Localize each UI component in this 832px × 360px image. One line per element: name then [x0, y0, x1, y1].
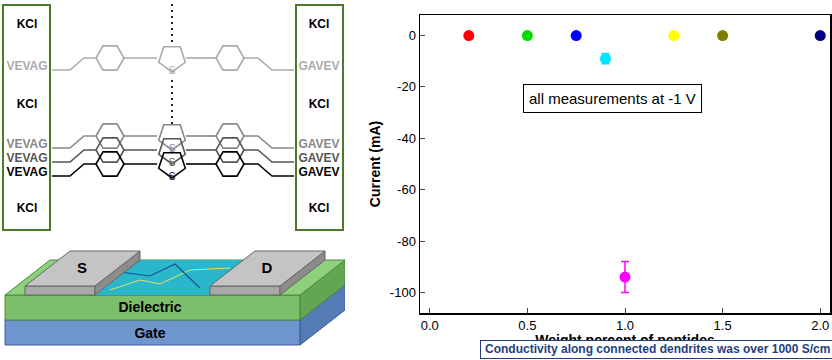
svg-text:KCl: KCl — [309, 201, 330, 215]
svg-text:1.5: 1.5 — [714, 318, 732, 333]
svg-text:-40: -40 — [397, 131, 416, 146]
svg-text:Current (mA): Current (mA) — [367, 121, 383, 207]
svg-text:VEVAG: VEVAG — [6, 165, 47, 179]
svg-text:0: 0 — [409, 28, 416, 43]
svg-text:-80: -80 — [397, 234, 416, 249]
svg-text:-60: -60 — [397, 182, 416, 197]
svg-text:S: S — [168, 143, 176, 154]
svg-text:0.5: 0.5 — [518, 318, 536, 333]
svg-text:VEVAG: VEVAG — [6, 59, 47, 73]
svg-text:VEVAG: VEVAG — [6, 151, 47, 165]
svg-text:-100: -100 — [390, 285, 416, 300]
svg-text:Gate: Gate — [134, 325, 165, 341]
svg-text:Dielectric: Dielectric — [118, 299, 181, 315]
svg-text:KCl: KCl — [309, 97, 330, 111]
svg-text:S: S — [169, 157, 176, 168]
svg-text:GAVEV: GAVEV — [298, 137, 339, 151]
svg-text:0.0: 0.0 — [421, 318, 439, 333]
svg-text:GAVEV: GAVEV — [298, 165, 339, 179]
svg-text:all measurements at -1 V: all measurements at -1 V — [529, 90, 696, 107]
svg-text:GAVEV: GAVEV — [298, 151, 339, 165]
svg-text:KCl: KCl — [17, 201, 38, 215]
svg-text:1.0: 1.0 — [616, 318, 634, 333]
svg-text:S: S — [169, 171, 176, 182]
svg-text:D: D — [262, 259, 273, 276]
svg-text:2.0: 2.0 — [811, 318, 829, 333]
svg-text:GAVEV: GAVEV — [298, 59, 339, 73]
svg-text:S: S — [169, 65, 176, 76]
svg-text:KCl: KCl — [309, 17, 330, 31]
svg-text:-20: -20 — [397, 79, 416, 94]
svg-text:S: S — [77, 259, 87, 276]
svg-text:VEVAG: VEVAG — [6, 137, 47, 151]
html-text:Conductivity along connected d: Conductivity along connected dendrites w… — [485, 342, 831, 356]
svg-text:KCl: KCl — [17, 97, 38, 111]
svg-text:KCl: KCl — [17, 17, 38, 31]
